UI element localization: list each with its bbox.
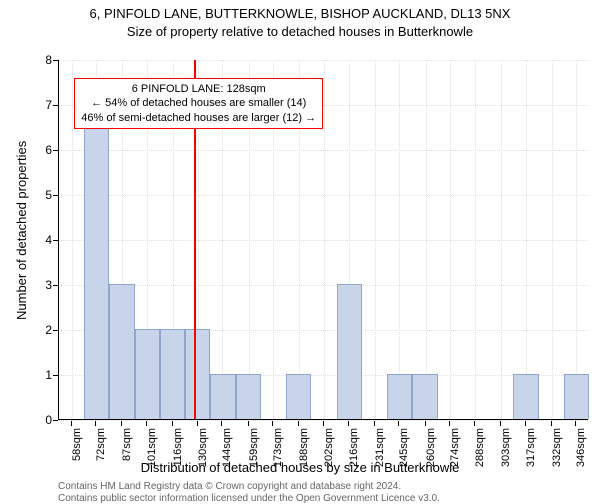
y-tick-mark — [53, 420, 58, 421]
x-tick-mark — [374, 421, 375, 426]
y-tick-label: 6 — [12, 143, 52, 157]
grid-line-v — [426, 60, 427, 419]
x-tick-mark — [525, 421, 526, 426]
y-tick-mark — [53, 195, 58, 196]
x-tick-mark — [272, 421, 273, 426]
histogram-bar — [84, 104, 109, 419]
x-tick-label: 332sqm — [551, 428, 563, 476]
x-tick-label: 87sqm — [121, 428, 133, 476]
y-tick-mark — [53, 375, 58, 376]
x-tick-mark — [248, 421, 249, 426]
annotation-line3: 46% of semi-detached houses are larger (… — [81, 111, 316, 125]
histogram-bar — [513, 374, 538, 419]
x-tick-label: 317sqm — [525, 428, 537, 476]
x-tick-mark — [197, 421, 198, 426]
y-tick-label: 3 — [12, 278, 52, 292]
y-tick-mark — [53, 150, 58, 151]
y-tick-label: 8 — [12, 53, 52, 67]
x-tick-mark — [298, 421, 299, 426]
x-tick-mark — [474, 421, 475, 426]
x-tick-mark — [323, 421, 324, 426]
chart-subtitle: Size of property relative to detached ho… — [0, 24, 600, 39]
chart-title: 6, PINFOLD LANE, BUTTERKNOWLE, BISHOP AU… — [0, 6, 600, 21]
histogram-bar — [387, 374, 412, 419]
plot-area: 6 PINFOLD LANE: 128sqm ← 54% of detached… — [58, 60, 588, 420]
x-tick-label: 72sqm — [95, 428, 107, 476]
x-tick-mark — [71, 421, 72, 426]
y-tick-mark — [53, 240, 58, 241]
annotation-box: 6 PINFOLD LANE: 128sqm ← 54% of detached… — [74, 78, 323, 129]
y-tick-label: 2 — [12, 323, 52, 337]
x-tick-label: 116sqm — [172, 428, 184, 476]
histogram-bar — [236, 374, 261, 419]
grid-line-v — [552, 60, 553, 419]
grid-line-v — [526, 60, 527, 419]
histogram-bar — [564, 374, 589, 419]
x-tick-mark — [95, 421, 96, 426]
y-tick-label: 7 — [12, 98, 52, 112]
histogram-bar — [286, 374, 311, 419]
footer-line1: Contains HM Land Registry data © Crown c… — [58, 481, 401, 492]
grid-line-v — [324, 60, 325, 419]
histogram-bar — [210, 374, 235, 419]
annotation-line2: ← 54% of detached houses are smaller (14… — [81, 96, 316, 110]
grid-line-v — [501, 60, 502, 419]
grid-line-v — [375, 60, 376, 419]
y-tick-mark — [53, 330, 58, 331]
x-tick-mark — [425, 421, 426, 426]
x-tick-label: 159sqm — [248, 428, 260, 476]
y-tick-label: 5 — [12, 188, 52, 202]
x-tick-label: 188sqm — [298, 428, 310, 476]
chart-container: 6, PINFOLD LANE, BUTTERKNOWLE, BISHOP AU… — [0, 0, 600, 500]
x-tick-mark — [398, 421, 399, 426]
x-tick-mark — [221, 421, 222, 426]
grid-line-v — [475, 60, 476, 419]
histogram-bar — [185, 329, 210, 419]
x-tick-mark — [449, 421, 450, 426]
x-tick-mark — [348, 421, 349, 426]
x-tick-mark — [551, 421, 552, 426]
grid-line-v — [576, 60, 577, 419]
histogram-bar — [109, 284, 134, 419]
histogram-bar — [412, 374, 437, 419]
y-tick-label: 1 — [12, 368, 52, 382]
x-tick-label: 58sqm — [71, 428, 83, 476]
x-tick-label: 346sqm — [575, 428, 587, 476]
grid-line-v — [72, 60, 73, 419]
y-tick-label: 4 — [12, 233, 52, 247]
histogram-bar — [337, 284, 362, 419]
histogram-bar — [160, 329, 185, 419]
y-tick-mark — [53, 285, 58, 286]
x-tick-label: 101sqm — [146, 428, 158, 476]
x-tick-mark — [500, 421, 501, 426]
x-tick-label: 216sqm — [348, 428, 360, 476]
x-tick-label: 130sqm — [197, 428, 209, 476]
footer-line2: Contains public sector information licen… — [58, 493, 440, 504]
x-tick-mark — [146, 421, 147, 426]
annotation-line1: 6 PINFOLD LANE: 128sqm — [81, 82, 316, 96]
histogram-bar — [135, 329, 160, 419]
y-tick-mark — [53, 60, 58, 61]
grid-line-v — [450, 60, 451, 419]
x-tick-label: 260sqm — [425, 428, 437, 476]
x-tick-label: 231sqm — [374, 428, 386, 476]
x-tick-label: 245sqm — [398, 428, 410, 476]
x-tick-mark — [172, 421, 173, 426]
x-tick-label: 202sqm — [323, 428, 335, 476]
y-axis-label: Number of detached properties — [14, 141, 29, 320]
y-tick-mark — [53, 105, 58, 106]
x-tick-label: 173sqm — [272, 428, 284, 476]
x-tick-label: 288sqm — [474, 428, 486, 476]
x-tick-label: 144sqm — [221, 428, 233, 476]
grid-line-v — [399, 60, 400, 419]
x-tick-mark — [121, 421, 122, 426]
x-tick-mark — [575, 421, 576, 426]
y-tick-label: 0 — [12, 413, 52, 427]
x-tick-label: 303sqm — [500, 428, 512, 476]
x-tick-label: 274sqm — [449, 428, 461, 476]
